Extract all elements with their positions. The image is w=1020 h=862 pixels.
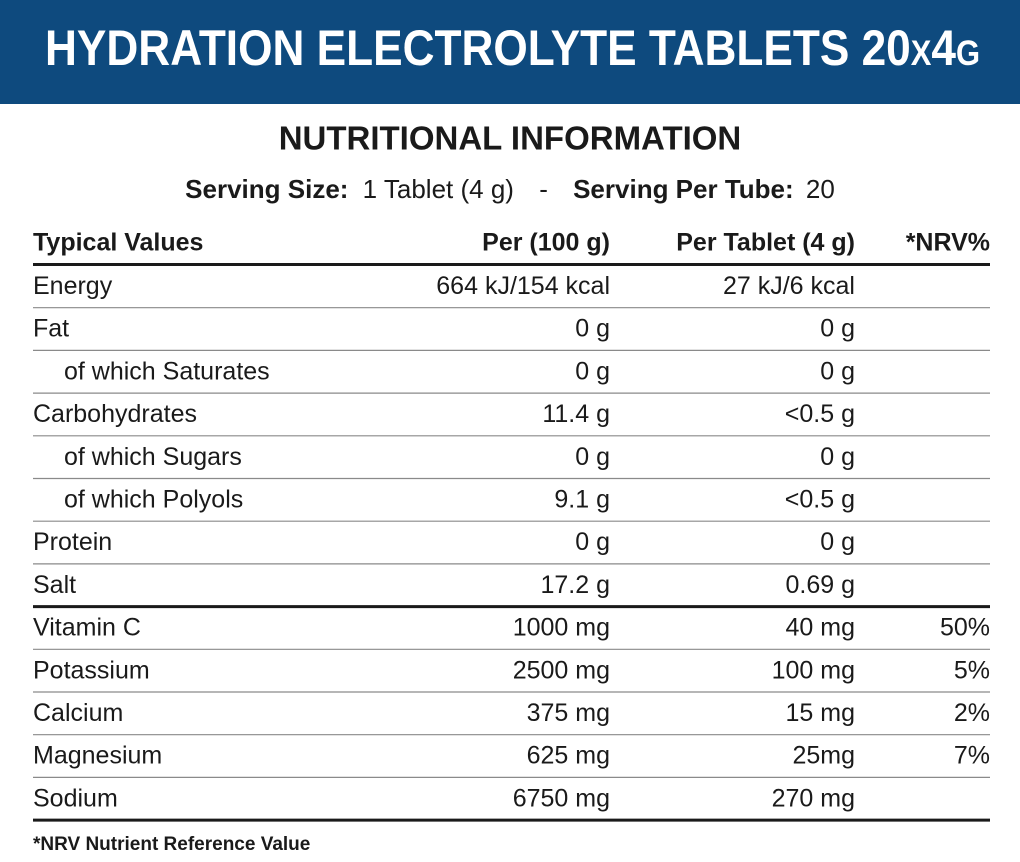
row-value: 0 g	[575, 357, 610, 385]
title: HYDRATION ELECTROLYTE TABLETS 20x4g	[45, 20, 980, 76]
row-label: of which Sugars	[64, 443, 242, 471]
row-value: 9.1 g	[554, 485, 610, 513]
row-value: 0 g	[575, 528, 610, 556]
column-header: Per (100 g)	[482, 229, 610, 257]
row-label: Potassium	[33, 656, 150, 684]
row-value: 17.2 g	[540, 571, 610, 599]
row-value: 27 kJ/6 kcal	[723, 272, 855, 300]
serving-per-tube-value: 20	[806, 174, 835, 204]
separator: -	[539, 174, 548, 204]
row-label: Carbohydrates	[33, 400, 197, 428]
row-value: 0 g	[575, 443, 610, 471]
serving-per-tube-label: Serving Per Tube:	[573, 174, 794, 204]
row-value: 15 mg	[786, 699, 855, 727]
column-header: Per Tablet (4 g)	[676, 229, 855, 257]
row-value: 0 g	[820, 528, 855, 556]
row-label: Salt	[33, 571, 76, 599]
footnote: *NRV Nutrient Reference Value	[33, 834, 310, 855]
header-banner	[0, 0, 1020, 104]
row-value: 7%	[954, 742, 990, 770]
row-value: 2%	[954, 699, 990, 727]
row-value: 6750 mg	[513, 784, 610, 812]
serving-line: Serving Size: 1 Tablet (4 g) - Serving P…	[185, 174, 835, 204]
row-value: 0 g	[820, 357, 855, 385]
row-label: Sodium	[33, 784, 118, 812]
row-label: Magnesium	[33, 742, 162, 770]
row-value: 0 g	[820, 315, 855, 343]
row-label: of which Saturates	[64, 357, 270, 385]
row-label: Protein	[33, 528, 112, 556]
row-value: 0 g	[575, 315, 610, 343]
column-header: *NRV%	[906, 229, 990, 257]
row-value: 2500 mg	[513, 656, 610, 684]
row-value: 11.4 g	[542, 400, 610, 428]
row-value: <0.5 g	[785, 400, 855, 428]
row-value: 375 mg	[527, 699, 610, 727]
row-label: Energy	[33, 272, 113, 300]
row-label: Calcium	[33, 699, 123, 727]
row-value: 0.69 g	[785, 571, 855, 599]
row-value: 5%	[954, 656, 990, 684]
row-value: 1000 mg	[513, 614, 610, 642]
nutrition-table: Typical Values Per (100 g) Per Tablet (4 g…	[33, 229, 990, 822]
row-label: Vitamin C	[33, 614, 141, 642]
serving-size-label: Serving Size:	[185, 174, 348, 204]
row-label: Fat	[33, 315, 69, 343]
row-value: 270 mg	[772, 784, 855, 812]
row-value: 625 mg	[527, 742, 610, 770]
column-header: Typical Values	[33, 229, 203, 257]
serving-size-value: 1 Tablet (4 g)	[363, 174, 514, 204]
row-label: of which Polyols	[64, 485, 243, 513]
row-value: 40 mg	[786, 614, 855, 642]
row-value: 100 mg	[772, 656, 855, 684]
heading: NUTRITIONAL INFORMATION	[279, 120, 742, 157]
row-value: <0.5 g	[785, 485, 855, 513]
row-value: 25mg	[792, 742, 855, 770]
row-value: 0 g	[820, 443, 855, 471]
row-value: 664 kJ/154 kcal	[436, 272, 610, 300]
row-value: 50%	[940, 614, 990, 642]
